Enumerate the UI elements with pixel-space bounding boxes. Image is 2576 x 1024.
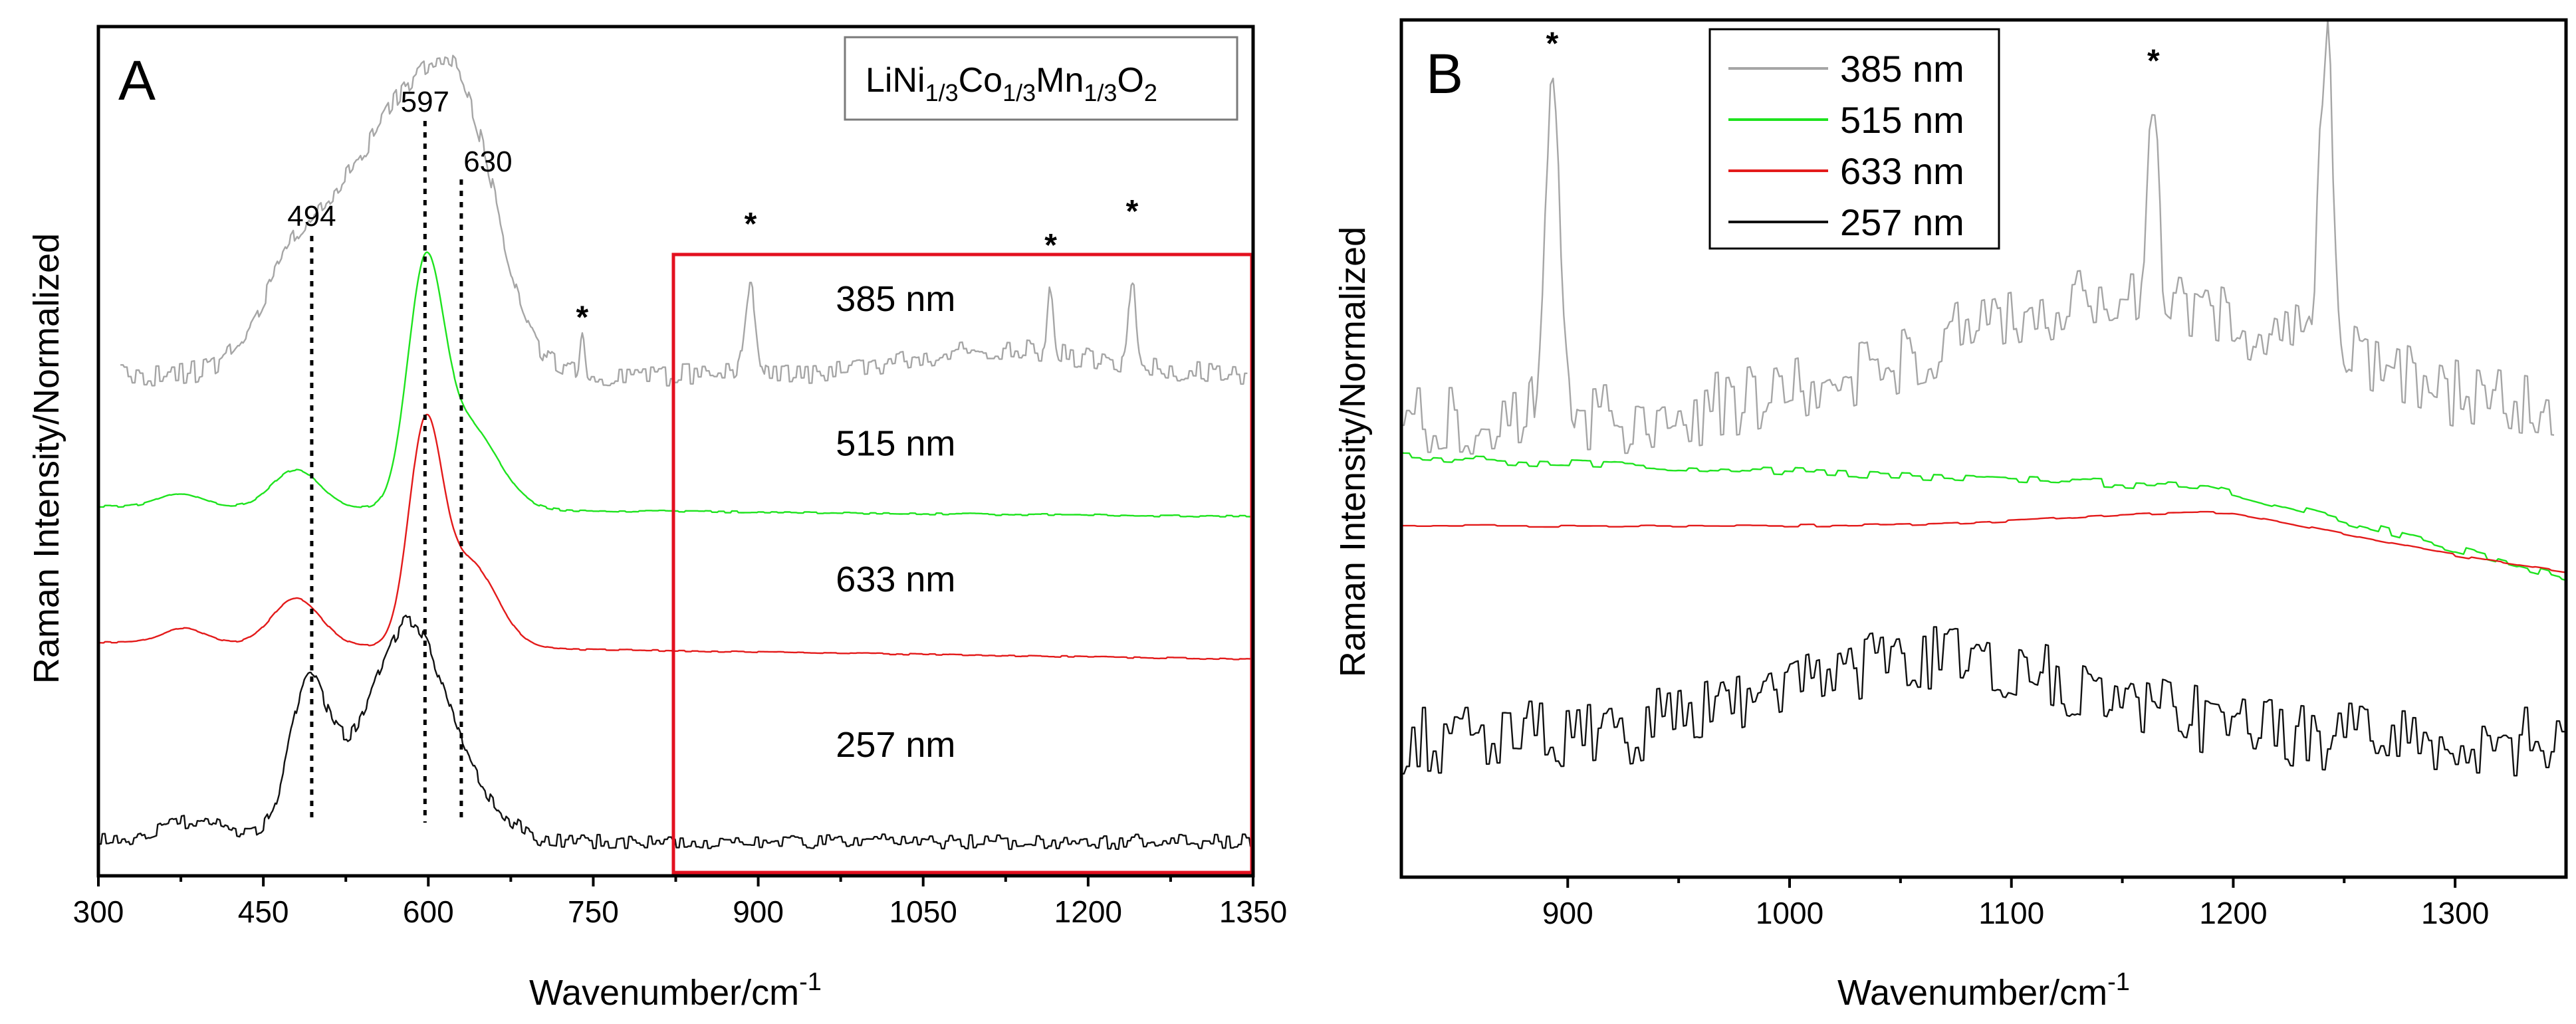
x-tick-label: 450 [238,894,289,929]
panel-a-plot-frame [96,25,1255,878]
formula-part: Mn [1036,61,1084,100]
formula-subscript: 1/3 [1002,79,1036,106]
legend-box [1708,28,2000,250]
x-axis-title-text: Wavenumber/cm [529,973,799,1013]
panel-b-legend: 385 nm 515 nm 633 nm 257 nm [1708,28,2000,250]
x-tick-label: 1300 [2421,896,2489,930]
peak-reference-label: 494 [287,200,336,233]
formula-text: LiNi1/3Co1/3Mn1/3O2 [866,61,1157,106]
x-tick-label: 750 [568,894,619,929]
series-label-633nm: 633 nm [836,560,955,599]
x-tick-label: 1050 [889,894,957,929]
legend-label-385nm: 385 nm [1840,48,1964,90]
peak-star-marker: * [1546,27,1559,62]
x-tick-label: 900 [733,894,784,929]
peak-star-marker: * [1044,228,1057,263]
series-line-385nm [120,54,1248,387]
panel-letter-a: A [118,49,156,112]
series-label-385nm: 385 nm [836,279,955,319]
x-tick-label: 1200 [2199,896,2267,930]
peak-reference-label: 630 [463,146,512,178]
formula-part: O [1117,61,1143,100]
panel-b: * * * 385 nm 515 nm 633 nm 257 nm B 900 100… [1333,0,2568,1013]
series-line-257nm [1401,626,2565,777]
series-label-515nm: 515 nm [836,423,955,463]
formula-subscript: 2 [1144,79,1157,106]
x-tick-label: 300 [73,894,124,929]
panel-a-peak-lines: 494 597 630 [287,86,513,823]
panel-b-x-ticks: 900 1000 1100 1200 1300 [1542,877,2489,930]
x-tick-label: 1350 [1219,894,1287,929]
peak-star-marker: * [2147,43,2160,78]
legend-label-633nm: 633 nm [1840,150,1964,192]
panel-b-series-group [1401,18,2565,777]
panel-b-star-markers: * * * [1546,0,2333,78]
series-label-257nm: 257 nm [836,725,955,765]
formula-subscript: 1/3 [1084,79,1117,106]
series-line-515nm [1401,452,2565,581]
x-axis-title-superscript: -1 [799,968,822,996]
formula-part: Co [959,61,1002,100]
panel-b-x-axis-title: Wavenumber/cm-1 [1837,968,2130,1013]
x-axis-title-superscript: -1 [2107,968,2130,996]
x-tick-label: 600 [403,894,454,929]
panel-a-x-ticks: 300 450 600 750 900 1050 1200 1350 [73,876,1287,929]
panel-b-y-axis-title: Raman Intensity/Normalized [1333,227,1373,677]
peak-reference-label: 597 [401,86,449,118]
x-tick-label: 1200 [1054,894,1122,929]
panel-letter-b: B [1426,43,1463,105]
panel-a: 494 597 630 * * * * 385 nm 515 nm 633 nm 257 … [27,25,1287,1013]
peak-star-marker: * [745,207,757,242]
panel-a-x-axis-title: Wavenumber/cm-1 [529,968,822,1013]
formula-box [844,36,1238,121]
peak-star-marker: * [1126,194,1139,229]
x-tick-label: 900 [1542,896,1593,930]
panel-a-y-axis-title: Raman Intensity/Normalized [27,233,66,684]
x-tick-label: 1100 [1978,896,2044,930]
x-tick-label: 1000 [1756,896,1823,930]
panel-b-plot-frame [1399,18,2568,879]
x-axis-title-text: Wavenumber/cm [1837,973,2107,1013]
formula-subscript: 1/3 [925,79,959,106]
peak-star-marker: * [576,300,589,336]
series-line-385nm [1401,18,2555,455]
legend-label-515nm: 515 nm [1840,99,1964,141]
formula-part: LiNi [866,61,925,100]
series-line-633nm [1401,510,2565,573]
legend-label-257nm: 257 nm [1840,201,1964,243]
peak-star-marker: * [2320,0,2333,1]
compound-formula-annotation: LiNi1/3Co1/3Mn1/3O2 [844,36,1238,121]
